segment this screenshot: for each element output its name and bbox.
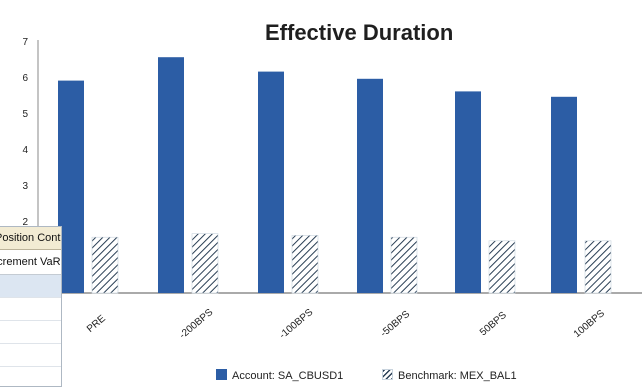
table-row[interactable]: [0, 298, 61, 321]
table-row[interactable]: [0, 344, 61, 367]
bar-benchmark: [291, 235, 319, 294]
legend-item-benchmark: Benchmark: MEX_BAL1: [382, 369, 517, 382]
bar-account: [258, 71, 284, 293]
x-tick-label: 50BPS: [478, 310, 509, 339]
x-tick-label: -100BPS: [278, 307, 316, 341]
x-tick-label: -50BPS: [379, 309, 413, 340]
bar-account: [357, 78, 383, 293]
y-tick-label: 2: [22, 217, 28, 228]
table-row[interactable]: [0, 321, 61, 344]
y-tick-label: 7: [22, 37, 28, 48]
y-tick-label: 3: [22, 181, 28, 192]
legend-swatch-hatched: [382, 369, 393, 380]
x-tick-label: 100BPS: [572, 308, 607, 340]
legend-item-account: Account: SA_CBUSD1: [216, 369, 343, 382]
x-tick-label: -200BPS: [178, 307, 216, 341]
bar-benchmark: [191, 233, 219, 294]
increment-var-column-header[interactable]: Increment VaR: [0, 250, 61, 275]
bar-benchmark: [91, 236, 119, 294]
legend-swatch-solid: [216, 369, 227, 380]
bar-account: [551, 96, 577, 293]
bar-benchmark: [390, 236, 418, 294]
table-row[interactable]: [0, 367, 61, 386]
y-tick-label: 4: [22, 145, 28, 156]
bar-benchmark: [584, 240, 612, 294]
bar-account: [58, 80, 84, 293]
chart-title: Effective Duration: [265, 20, 454, 45]
bar-benchmark: [488, 240, 516, 294]
x-tick-label: PRE: [85, 313, 108, 335]
legend-label-benchmark: Benchmark: MEX_BAL1: [398, 370, 517, 382]
legend-label-account: Account: SA_CBUSD1: [232, 370, 344, 382]
bar-account: [455, 91, 481, 294]
y-tick-label: 6: [22, 73, 28, 84]
y-tick-label: 5: [22, 109, 28, 120]
table-row[interactable]: [0, 275, 61, 298]
panel-title-bar[interactable]: Position Contributi: [0, 227, 61, 250]
bar-account: [158, 57, 184, 294]
position-contribution-panel[interactable]: Position Contributi Increment VaR: [0, 226, 62, 387]
